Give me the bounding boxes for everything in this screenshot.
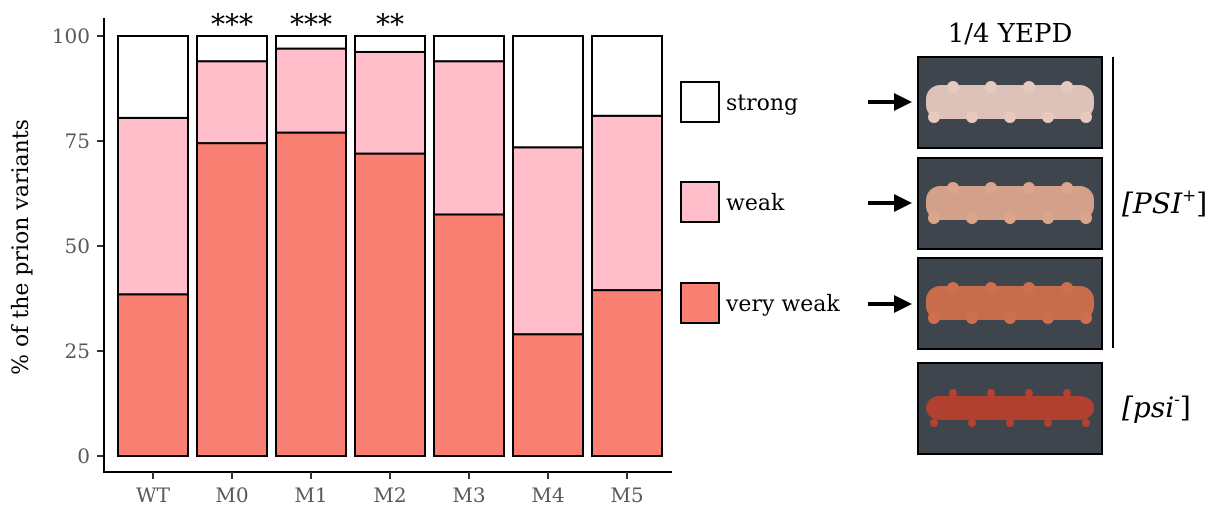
legend-label-weak: weak xyxy=(726,191,785,216)
y-axis-label: % of the prion variants xyxy=(9,119,34,375)
plate-panel-title: 1/4 YEPD xyxy=(948,19,1073,49)
y-tick-label: 0 xyxy=(77,444,90,468)
y-axis-ticks: 0 25 50 75 100 xyxy=(52,24,104,468)
bar-segment-very-weak-m0 xyxy=(196,142,268,457)
y-tick-label: 50 xyxy=(65,234,90,258)
bar-segment-weak-m2 xyxy=(354,50,426,155)
bar-segment-strong-m4 xyxy=(512,35,584,149)
significance-label-m2: ** xyxy=(376,8,404,41)
bar-segment-strong-m1 xyxy=(275,35,347,50)
legend-swatch-weak xyxy=(680,181,720,223)
legend-label-strong: strong xyxy=(726,91,798,116)
legend-swatch-strong xyxy=(680,81,720,123)
bar-segment-weak-m0 xyxy=(196,60,268,145)
bar-segment-weak-m4 xyxy=(512,146,584,336)
bar-segment-very-weak-m3 xyxy=(433,213,505,457)
significance-label-m1: *** xyxy=(290,8,332,41)
plate-image-1 xyxy=(917,56,1103,149)
plate-image-4 xyxy=(917,362,1103,455)
x-tick-label-m4: M4 xyxy=(531,483,564,507)
bar-segment-very-weak-m1 xyxy=(275,131,347,457)
bar-segment-strong-m5 xyxy=(591,35,663,117)
x-tick-label-m2: M2 xyxy=(373,483,406,507)
legend: strong weak very weak xyxy=(680,81,840,324)
bar-segment-strong-m2 xyxy=(354,35,426,53)
x-tick-label-m5: M5 xyxy=(610,483,643,507)
arrow-icon xyxy=(868,295,912,313)
arrow-icon xyxy=(868,194,912,212)
plate-images xyxy=(917,56,1103,455)
arrows xyxy=(868,93,912,313)
x-tick-label-m3: M3 xyxy=(452,483,485,507)
psi-minus-label: [psi-] xyxy=(1122,390,1191,424)
bar-segment-strong-wt xyxy=(117,35,189,119)
bar-segment-very-weak-m2 xyxy=(354,152,426,457)
bar-segment-weak-m3 xyxy=(433,60,505,216)
arrow-icon xyxy=(868,93,912,111)
bar-segment-very-weak-m4 xyxy=(512,333,584,458)
x-tick-label-m0: M0 xyxy=(215,483,248,507)
y-tick-label: 25 xyxy=(65,339,90,363)
plate-image-2 xyxy=(917,157,1103,250)
bar-segment-weak-wt xyxy=(117,116,189,296)
legend-swatch-very-weak xyxy=(680,282,720,324)
bar-segment-weak-m1 xyxy=(275,47,347,134)
significance-label-m0: *** xyxy=(211,8,253,41)
plate-image-3 xyxy=(917,257,1103,350)
bar-segment-very-weak-m5 xyxy=(591,289,663,457)
x-tick-label-wt: WT xyxy=(136,483,171,507)
bar-segment-weak-m5 xyxy=(591,114,663,292)
bar-segment-very-weak-wt xyxy=(117,293,189,457)
x-axis-ticks: WT M0 M1 M2 M3 M4 M5 xyxy=(136,472,644,507)
y-tick-label: 100 xyxy=(52,24,90,48)
bar-segment-strong-m0 xyxy=(196,35,268,63)
legend-label-very-weak: very weak xyxy=(725,292,840,317)
y-tick-label: 75 xyxy=(65,129,90,153)
bar-segment-strong-m3 xyxy=(433,35,505,63)
psi-plus-label: [PSI+] xyxy=(1122,186,1207,220)
significance-group: *** *** ** xyxy=(211,8,404,41)
bars-group xyxy=(117,35,663,458)
x-tick-label-m1: M1 xyxy=(294,483,327,507)
